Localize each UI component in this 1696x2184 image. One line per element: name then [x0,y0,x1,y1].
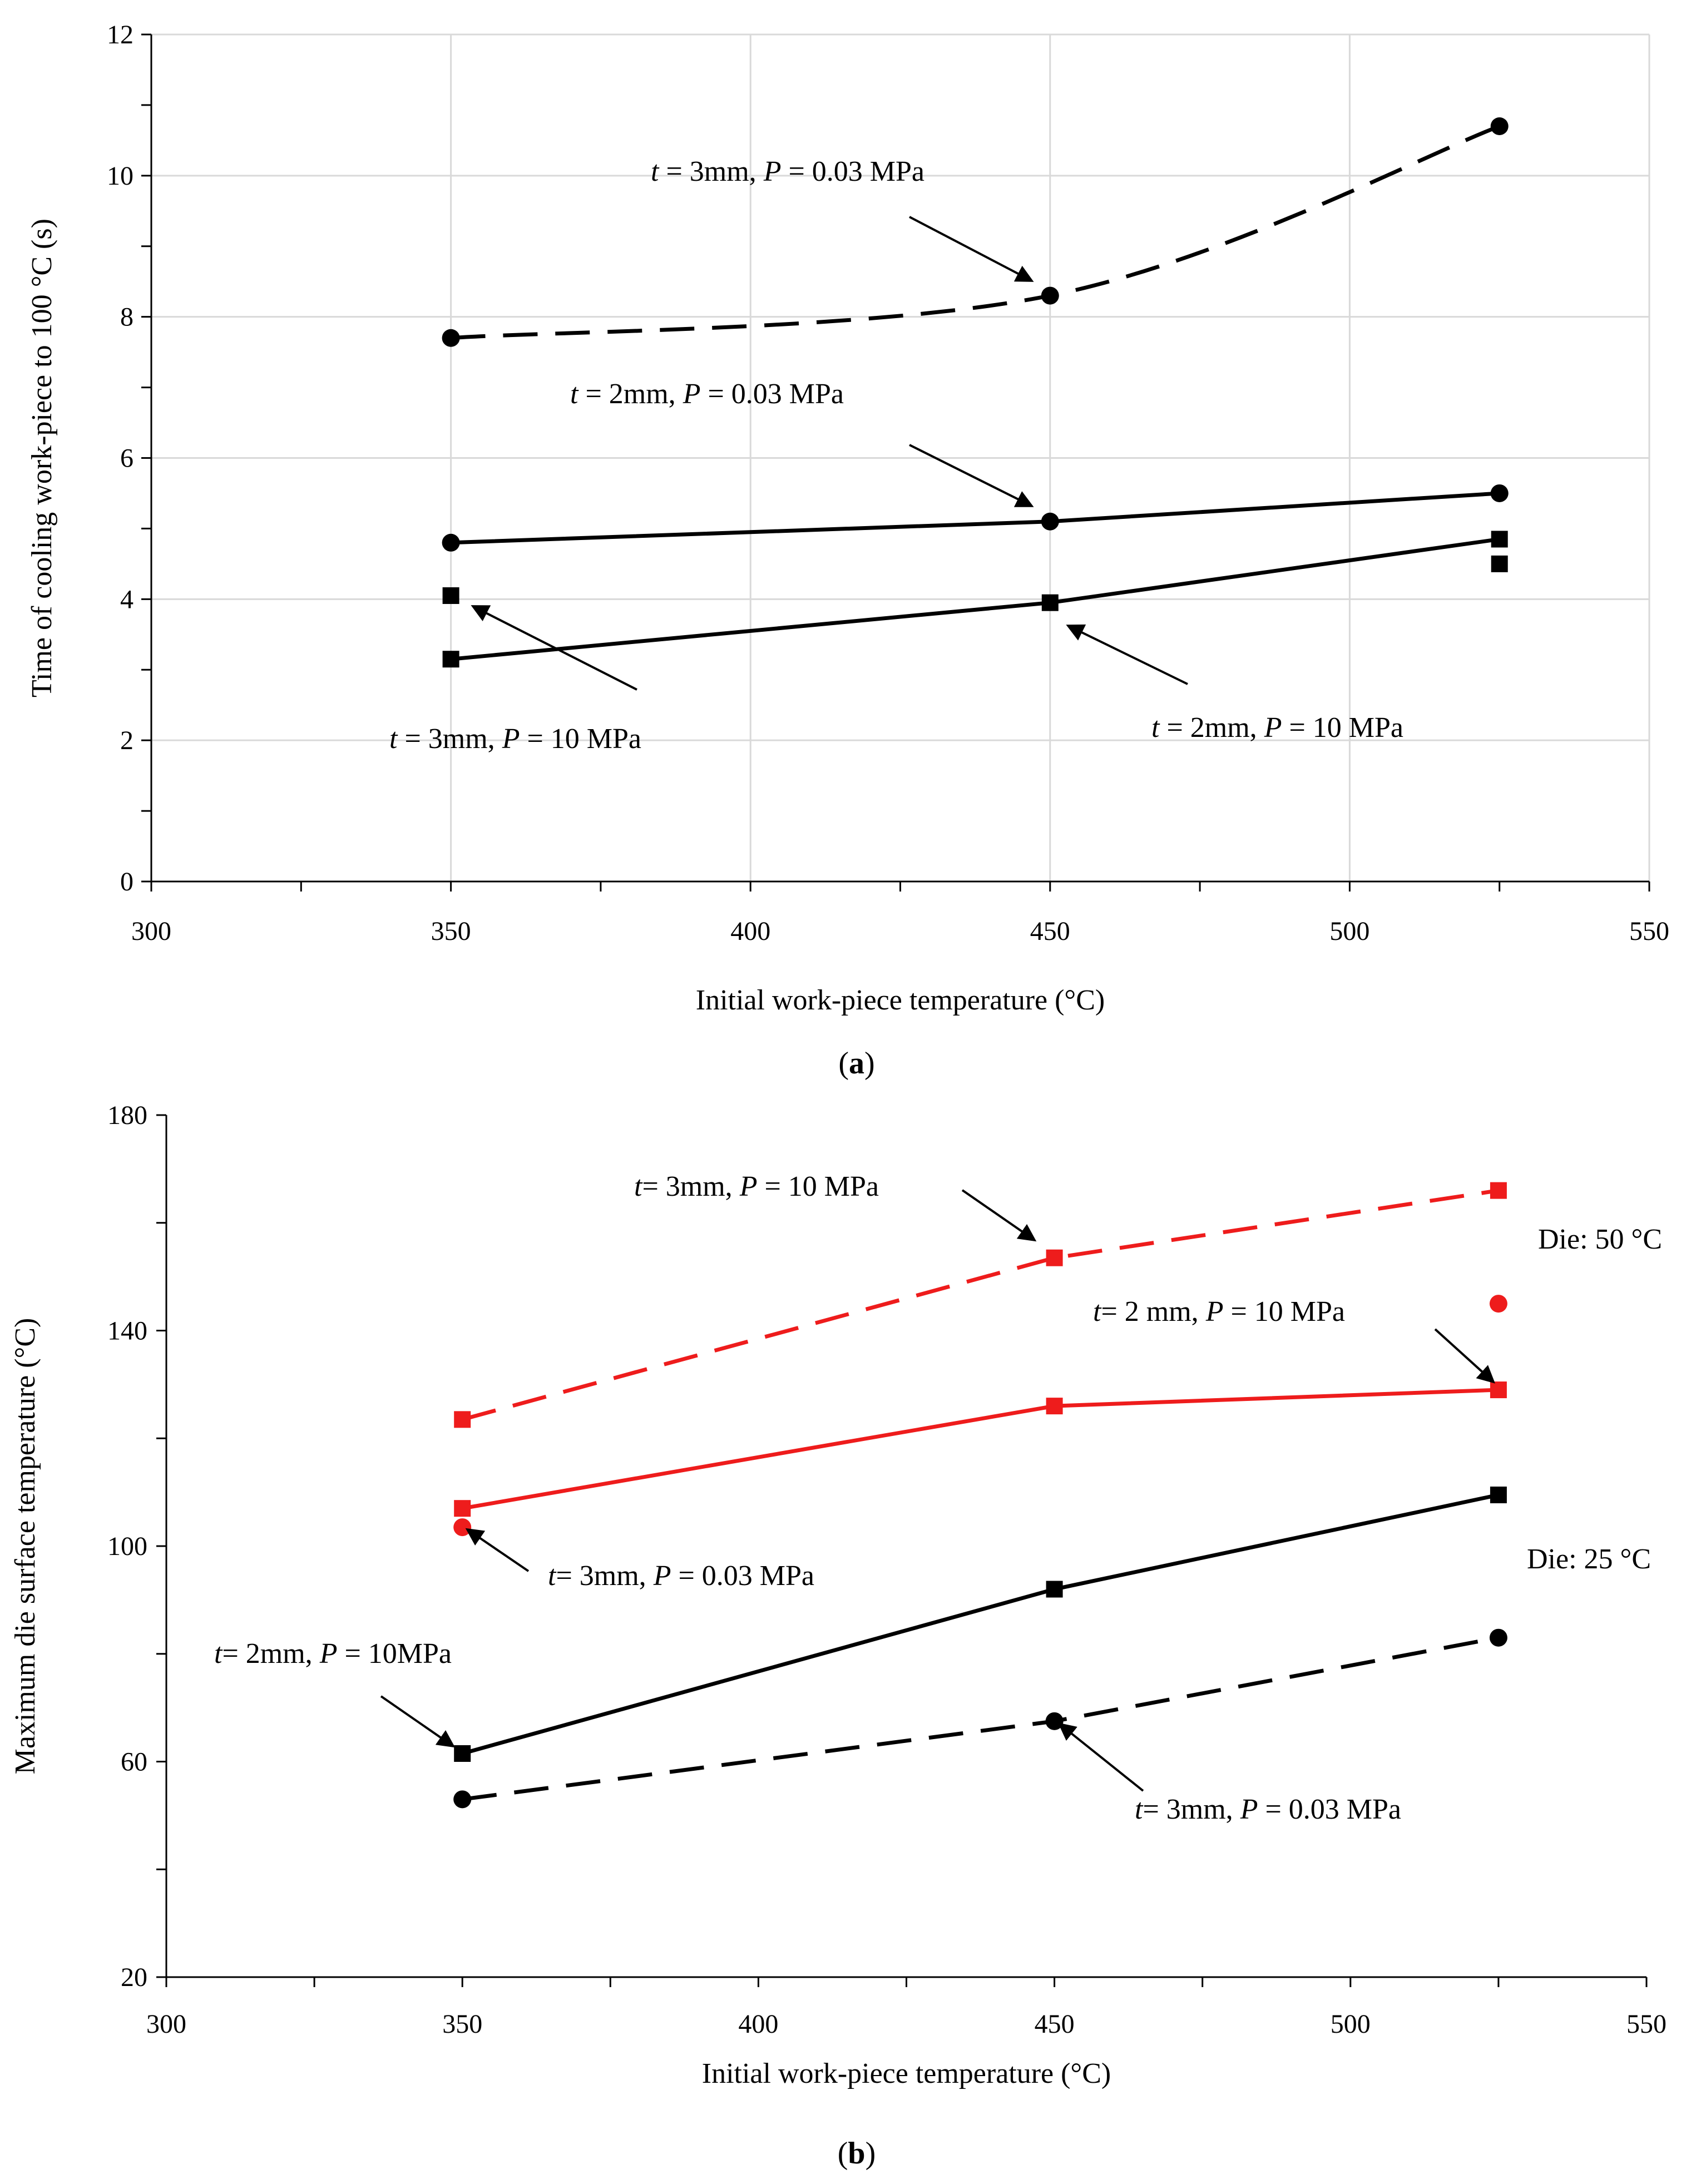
panel-b-x-tick-label: 300 [146,2009,186,2039]
panel-b-annotation-1: t= 3mm, P = 10 MPa [634,1171,879,1202]
panel-a-series-2-point [1041,512,1059,531]
panel-b-y-tick-label: 180 [107,1101,147,1130]
panel-b-y-tick-label: 60 [121,1747,147,1777]
panel-a-x-tick-label: 300 [131,917,171,946]
panel-b-series-2-point [1046,1398,1063,1415]
panel-b-x-tick-label: 400 [738,2009,778,2039]
panel-a-label: (a) [838,1046,874,1081]
panel-b-series-3-point [453,1518,472,1537]
panel-a-annotation-arrow-1 [909,216,1034,282]
panel-a-x-tick-label: 450 [1030,917,1070,946]
panel-b-annotation-arrow-4 [380,1695,456,1748]
panel-a-x-axis-title: Initial work-piece temperature (°C) [696,984,1105,1016]
panel-a-x-tick-label: 400 [730,917,770,946]
panel-b-series-1-point [1046,1249,1063,1266]
panel-b-series-5-point [1489,1628,1507,1647]
panel-a-x-tick-label: 350 [431,917,471,946]
panel-a-x-tick-label: 550 [1629,917,1669,946]
panel-a-series-2-point [442,533,460,552]
panel-a-y-axis-title: Time of cooling work-piece to 100 °C (s) [26,219,58,697]
panel-a-series-1-line [451,124,1500,340]
panel-a-series-3-point [442,651,459,668]
panel-b-annotation-arrow-2 [1434,1328,1495,1384]
panel-a-series-1-point [442,329,460,347]
panel-b-series-4-point [1046,1581,1063,1598]
panel-b-y-tick-label: 100 [107,1532,147,1561]
panel-a-series-1-point [1490,117,1509,135]
panel-a-annotation-arrow-2 [909,444,1034,507]
panel-b-annotation-arrow-1 [961,1189,1037,1242]
panel-b-y-tick-label: 140 [107,1316,147,1346]
panel-b-annotation-arrow-3 [465,1528,530,1572]
panel-b-annotation-2: t= 2 mm, P = 10 MPa [1093,1296,1345,1328]
panel-b-series-4-point [1490,1486,1507,1503]
panel-b-annotation-7: Die: 25 °C [1527,1543,1651,1575]
panel-b-series-4-line [462,1493,1499,1756]
panel-b-y-axis-title: Maximum die surface temperature (°C) [9,1318,41,1775]
panel-a-annotation-3: t = 3mm, P = 10 MPa [389,723,641,755]
panel-b-annotation-arrow-5 [1057,1722,1144,1792]
panel-a-annotation-1: t = 3mm, P = 0.03 MPa [651,156,924,187]
panel-a-annotation-4: t = 2mm, P = 10 MPa [1151,712,1403,744]
panel-a-series-4-point [442,587,459,604]
panel-b-x-tick-label: 550 [1626,2009,1667,2039]
panel-b-series-5-point [453,1790,472,1809]
panel-b-series-2-point [1490,1381,1507,1399]
panel-b-series-2-line [462,1388,1499,1511]
panel-b-x-axis-title: Initial work-piece temperature (°C) [702,2058,1111,2089]
panel-b-series-5-line [462,1636,1499,1801]
panel-a-x-tick-label: 500 [1329,917,1369,946]
panel-a-y-tick-label: 12 [107,20,133,49]
panel-b-annotation-5: t= 3mm, P = 0.03 MPa [1135,1794,1401,1825]
panel-b-series-4-point [454,1745,471,1762]
panel-b-x-tick-label: 350 [442,2009,482,2039]
panel-a-y-tick-label: 10 [107,161,133,191]
panel-a-y-tick-label: 6 [120,444,133,473]
panel-b-x-tick-label: 450 [1035,2009,1075,2039]
panel-a-series-2-line [451,491,1500,545]
panel-a-y-tick-label: 4 [120,585,133,614]
panel-a-series-1-point [1041,286,1059,305]
panel-b-series-1-point [1490,1182,1507,1199]
panel-b-series-2-point [454,1500,471,1517]
panel-b-series-1-line [462,1188,1499,1422]
panel-a-y-tick-label: 2 [120,726,133,755]
panel-a-annotation-arrow-3 [471,605,637,691]
panel-b-series-5-point [1045,1712,1064,1730]
panel-a-series-4-point [1491,555,1508,572]
panel-b-annotation-6: Die: 50 °C [1538,1224,1662,1255]
panel-b-y-tick-label: 20 [121,1963,147,1992]
panel-b-label: (b) [838,2136,876,2171]
panel-a-y-tick-label: 0 [120,867,133,897]
panel-b-series-1-point [454,1411,471,1428]
panel-a-series-3-point [1041,594,1059,611]
panel-b-annotation-4: t= 2mm, P = 10MPa [214,1638,452,1670]
panel-a-y-tick-label: 8 [120,303,133,332]
panel-a-series-3-point [1491,531,1508,548]
panel-b-series-3-point [1489,1295,1507,1313]
panel-a-annotation-2: t = 2mm, P = 0.03 MPa [570,378,844,410]
panel-a-annotation-arrow-4 [1066,624,1188,685]
panel-b-x-tick-label: 500 [1331,2009,1371,2039]
panel-a-series-2-point [1490,484,1509,502]
panel-b-annotation-3: t= 3mm, P = 0.03 MPa [548,1560,814,1592]
